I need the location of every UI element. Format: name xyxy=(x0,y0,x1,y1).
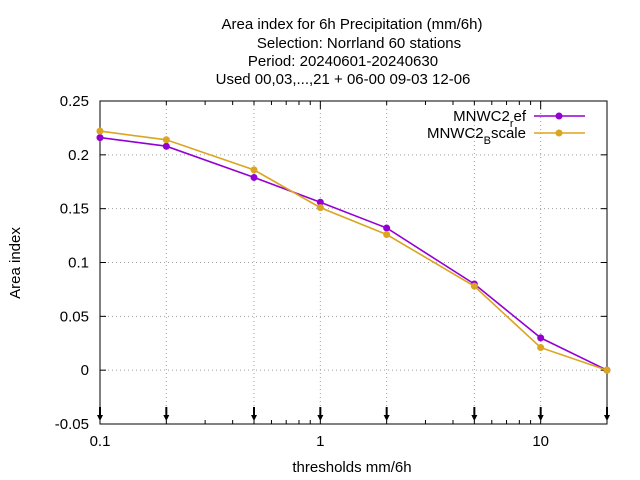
series-2-point xyxy=(603,366,611,374)
y-tick-label: 0.15 xyxy=(60,201,89,218)
chart-title: Area index for 6h Precipitation (mm/6h) … xyxy=(216,16,483,88)
series-2-point xyxy=(470,282,478,290)
x-axis-ticks: 0.1 1 10 xyxy=(90,101,549,450)
threshold-markers xyxy=(97,407,610,421)
series-1-point xyxy=(316,198,324,206)
threshold-marker-head xyxy=(471,415,478,421)
series-2-point xyxy=(383,231,391,239)
series-1-point xyxy=(162,142,170,150)
series-1-point xyxy=(537,334,545,342)
grid-lines xyxy=(100,101,607,424)
threshold-marker-head xyxy=(537,415,544,421)
y-tick-label: 0.1 xyxy=(68,255,89,272)
series-2-point xyxy=(250,166,258,174)
series-2-point xyxy=(96,127,104,135)
series-1-line xyxy=(99,136,608,371)
title-line-1: Area index for 6h Precipitation (mm/6h) xyxy=(222,16,483,33)
threshold-marker-head xyxy=(383,415,390,421)
series-1-point xyxy=(250,173,258,181)
y-tick-label: 0.25 xyxy=(60,93,89,110)
legend-point-1 xyxy=(555,112,563,120)
title-line-3: Period: 20240601-20240630 xyxy=(248,53,438,70)
threshold-marker-head xyxy=(317,415,324,421)
series-2-point xyxy=(537,344,545,352)
data-series xyxy=(96,127,611,374)
threshold-marker-head xyxy=(163,415,170,421)
y-tick-label: -0.05 xyxy=(55,416,89,433)
y-tick-label: 0 xyxy=(81,362,89,379)
threshold-marker-head xyxy=(97,415,103,421)
series-1-point xyxy=(96,134,104,142)
x-tick-label: 0.1 xyxy=(90,433,111,450)
x-axis-label: thresholds mm/6h xyxy=(292,459,411,476)
series-2-point xyxy=(162,136,170,144)
y-tick-label: 0.2 xyxy=(68,147,89,164)
threshold-marker-head xyxy=(604,415,610,421)
legend-label-2: MNWC2Bscale xyxy=(427,125,526,147)
legend-label-1: MNWC2ref xyxy=(453,108,527,130)
x-tick-label: 10 xyxy=(532,433,549,450)
series-1-point xyxy=(383,224,391,232)
x-tick-label: 1 xyxy=(316,433,324,450)
series-2-line xyxy=(99,130,608,371)
y-tick-label: 0.05 xyxy=(60,308,89,325)
title-line-4: Used 00,03,...,21 + 06-00 09-03 12-06 xyxy=(216,71,471,88)
title-line-2: Selection: Norrland 60 stations xyxy=(257,35,461,52)
series-2-point xyxy=(316,204,324,212)
y-axis-label: Area index xyxy=(7,227,24,299)
threshold-marker-head xyxy=(251,415,258,421)
legend-point-2 xyxy=(555,129,563,137)
